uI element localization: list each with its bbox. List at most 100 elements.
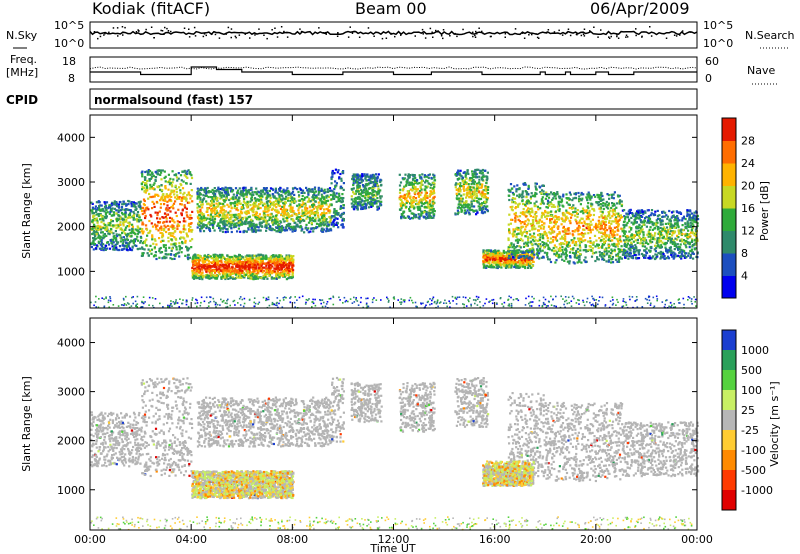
power-cell xyxy=(292,269,294,271)
power-cell xyxy=(287,277,289,279)
power-cell xyxy=(285,260,287,262)
nsky-dot xyxy=(456,36,458,38)
power-cell xyxy=(187,216,189,218)
nsky-dot xyxy=(161,34,163,36)
power-cell xyxy=(154,206,156,208)
power-cell xyxy=(274,270,276,272)
power-cell xyxy=(196,268,198,270)
power-cell xyxy=(297,209,299,211)
nsky-dot xyxy=(475,31,477,33)
power-cell xyxy=(151,172,153,174)
power-cell xyxy=(94,219,96,221)
power-cell xyxy=(247,270,249,272)
power-cell xyxy=(184,170,186,172)
power-cell xyxy=(157,186,159,188)
power-cell xyxy=(186,177,188,179)
power-cell xyxy=(160,178,162,180)
power-cell xyxy=(179,192,181,194)
power-cell xyxy=(298,203,300,205)
power-cell xyxy=(108,204,110,206)
power-cell xyxy=(148,255,150,257)
power-cell xyxy=(286,219,288,221)
power-cell xyxy=(122,241,124,243)
power-cell xyxy=(155,258,157,260)
power-cell xyxy=(151,249,153,251)
power-cell xyxy=(252,257,254,259)
nsky-dot xyxy=(194,27,196,29)
power-cell xyxy=(142,242,144,244)
power-cell xyxy=(111,243,113,245)
power-cell xyxy=(145,209,147,211)
power-cell xyxy=(290,276,292,278)
power-cell xyxy=(123,236,125,238)
power-cell xyxy=(238,254,240,256)
nsky-dot xyxy=(274,28,276,30)
power-cell xyxy=(165,247,167,249)
power-cell xyxy=(211,202,213,204)
nsky-dot xyxy=(166,28,168,30)
power-cell xyxy=(255,200,257,202)
power-cell xyxy=(265,255,267,257)
power-cell xyxy=(180,183,182,185)
power-cell xyxy=(273,205,275,207)
power-cell xyxy=(232,278,234,280)
power-cell xyxy=(275,278,277,280)
power-cell xyxy=(257,229,259,231)
power-cell xyxy=(213,191,215,193)
nsky-dot xyxy=(122,26,124,28)
nsky-dot xyxy=(674,35,676,37)
nsky-dot xyxy=(593,27,595,29)
power-cell xyxy=(249,258,251,260)
power-cell xyxy=(104,206,106,208)
nsky-dot xyxy=(554,31,556,33)
power-cell xyxy=(259,225,261,227)
power-cell xyxy=(112,214,114,216)
power-cell xyxy=(117,219,119,221)
power-cell xyxy=(223,264,225,266)
power-cell xyxy=(112,239,114,241)
power-cell xyxy=(178,186,180,188)
power-cell xyxy=(188,247,190,249)
nsky-tick-top: 10^5 xyxy=(54,19,84,32)
power-cell xyxy=(239,257,241,259)
power-cell xyxy=(178,225,180,227)
power-cell xyxy=(292,259,294,261)
power-cell xyxy=(129,214,131,216)
nsky-dot xyxy=(337,32,339,34)
power-cell xyxy=(93,215,95,217)
power-cell xyxy=(155,171,157,173)
power-cell xyxy=(92,212,94,214)
power-cell xyxy=(106,201,108,203)
power-cell xyxy=(275,188,277,190)
nsky-dot xyxy=(145,29,147,31)
power-cell xyxy=(100,228,102,230)
nsky-dot xyxy=(103,34,105,36)
power-cell xyxy=(238,265,240,267)
cpid-value: normalsound (fast) 157 xyxy=(94,93,253,107)
power-cell xyxy=(213,264,215,266)
power-cell xyxy=(161,196,163,198)
power-cell xyxy=(123,201,125,203)
power-cell xyxy=(254,273,256,275)
nsky-dot xyxy=(122,34,124,36)
power-cell xyxy=(190,229,192,231)
power-cell xyxy=(129,249,131,251)
power-cell xyxy=(149,245,151,247)
nsky-dot xyxy=(425,37,427,39)
power-cell xyxy=(168,228,170,230)
nsky-dot xyxy=(162,30,164,32)
power-cell xyxy=(97,222,99,224)
power-cell xyxy=(116,235,118,237)
power-cell xyxy=(186,232,188,234)
power-cell xyxy=(137,211,139,213)
power-cell xyxy=(141,173,143,175)
power-cell xyxy=(245,261,247,263)
power-cell xyxy=(301,198,303,200)
power-cell xyxy=(114,245,116,247)
power-cell xyxy=(142,207,144,209)
power-cell xyxy=(129,217,131,219)
power-cell xyxy=(137,248,139,250)
power-cell xyxy=(173,221,175,223)
power-cell xyxy=(146,180,148,182)
power-cell xyxy=(251,230,253,232)
